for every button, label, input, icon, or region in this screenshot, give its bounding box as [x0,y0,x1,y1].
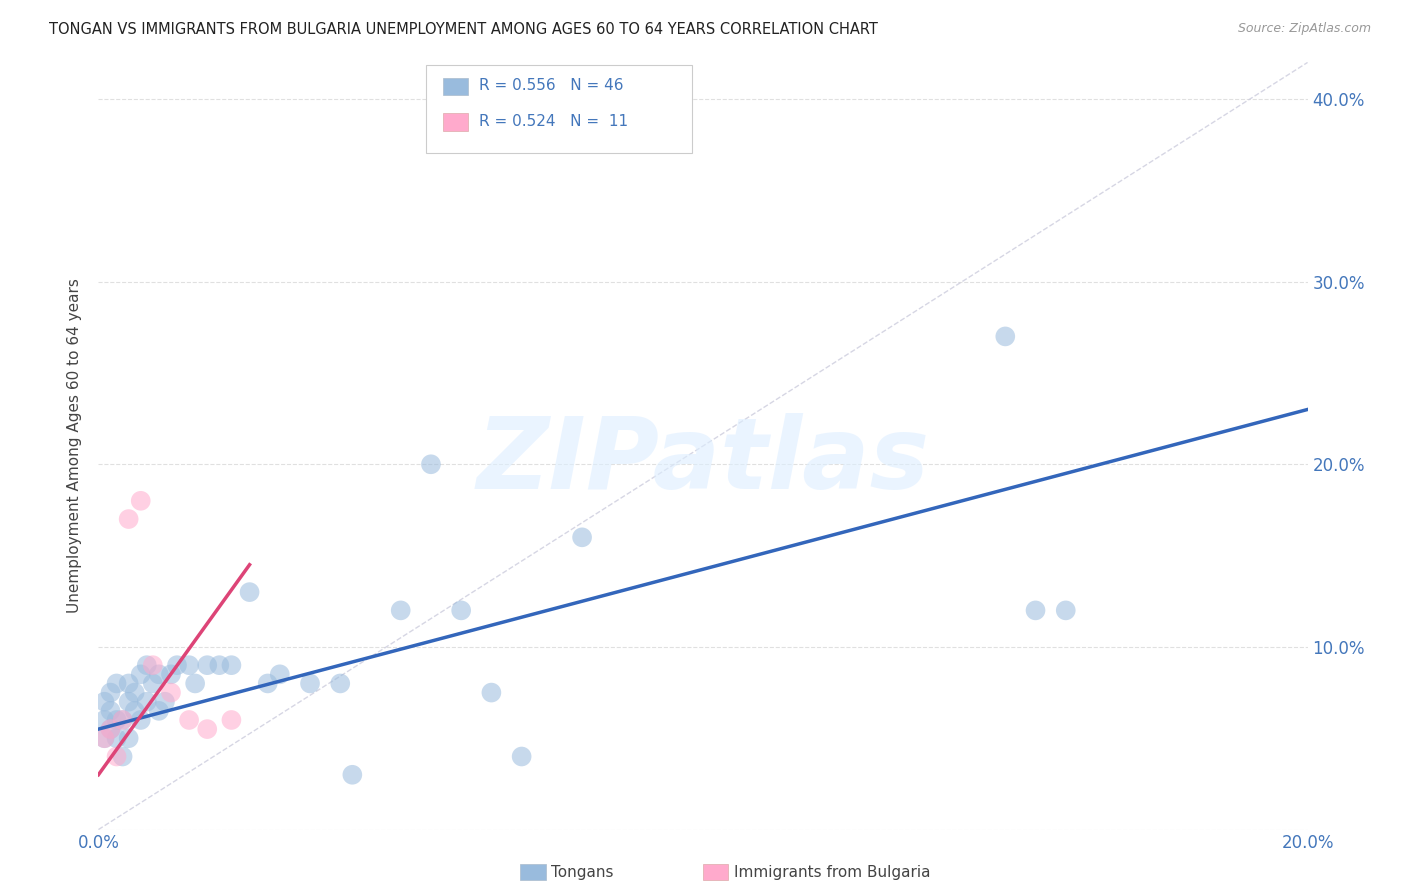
Text: TONGAN VS IMMIGRANTS FROM BULGARIA UNEMPLOYMENT AMONG AGES 60 TO 64 YEARS CORREL: TONGAN VS IMMIGRANTS FROM BULGARIA UNEMP… [49,22,879,37]
Point [148,704,170,718]
Point [160,685,183,699]
Point [118,731,141,746]
Point [195,658,218,673]
Point [142,676,165,690]
Point [135,695,157,709]
Point [111,713,134,727]
Text: R = 0.524   N =  11: R = 0.524 N = 11 [479,114,628,128]
Point [142,658,165,673]
Text: ZIPatlas: ZIPatlas [477,413,929,510]
Text: Immigrants from Bulgaria: Immigrants from Bulgaria [734,865,931,880]
Point [118,512,141,526]
Point [342,768,364,782]
Point [129,493,152,508]
Point [179,713,201,727]
Point [1054,603,1077,617]
Point [450,603,472,617]
Point [118,695,141,709]
Point [221,658,243,673]
Point [124,685,146,699]
Point [93,731,115,746]
Text: Source: ZipAtlas.com: Source: ZipAtlas.com [1237,22,1371,36]
Point [269,667,291,681]
Point [105,713,128,727]
Point [299,676,322,690]
Y-axis label: Unemployment Among Ages 60 to 64 years: Unemployment Among Ages 60 to 64 years [67,278,83,614]
Point [100,704,122,718]
Point [221,713,243,727]
Point [239,585,262,599]
Point [179,658,201,673]
Point [100,722,122,736]
Point [184,676,207,690]
Point [481,685,503,699]
Point [100,722,122,736]
Point [148,667,170,681]
Point [135,658,157,673]
Point [994,329,1017,343]
Point [129,667,152,681]
Point [124,704,146,718]
Point [166,658,188,673]
Point [93,731,115,746]
Point [160,667,183,681]
Text: Tongans: Tongans [551,865,613,880]
Point [105,749,128,764]
Point [420,457,443,471]
Point [208,658,231,673]
Point [118,676,141,690]
Point [571,530,593,544]
Point [195,722,218,736]
Point [510,749,533,764]
Point [153,695,176,709]
Point [1024,603,1046,617]
Point [111,713,134,727]
Text: R = 0.556   N = 46: R = 0.556 N = 46 [479,78,624,93]
Point [105,676,128,690]
Point [129,713,152,727]
Point [93,695,115,709]
Point [389,603,412,617]
Point [105,731,128,746]
Point [100,685,122,699]
Point [93,713,115,727]
Point [111,749,134,764]
Point [329,676,352,690]
Point [256,676,278,690]
